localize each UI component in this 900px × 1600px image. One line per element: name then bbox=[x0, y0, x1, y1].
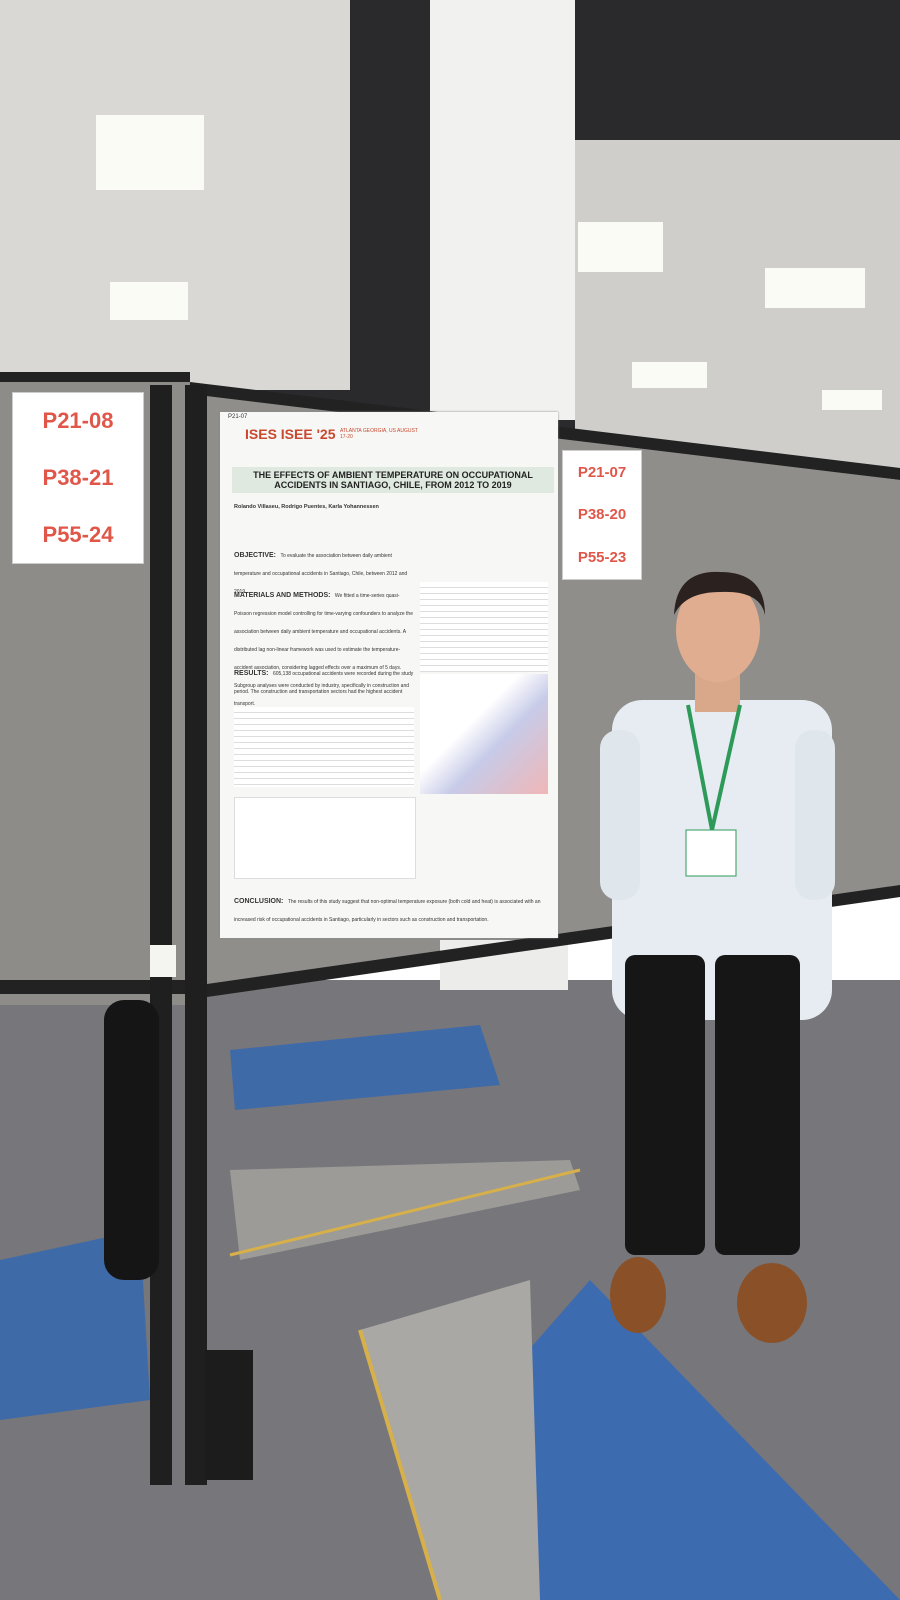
section-heading: MATERIALS AND METHODS: bbox=[234, 592, 331, 599]
ceiling-light bbox=[96, 115, 204, 190]
room-code: P55-24 bbox=[42, 521, 114, 547]
trousers bbox=[715, 955, 800, 1255]
poster-authors: Rolando Villaseu, Rodrigo Puentes, Karla… bbox=[234, 504, 379, 510]
poster-section: CONCLUSION: The results of this study su… bbox=[234, 890, 544, 926]
poster-tube bbox=[104, 1000, 159, 1280]
ceiling-light bbox=[578, 222, 663, 272]
ceiling-light bbox=[632, 362, 707, 388]
room-code: P21-07 bbox=[577, 463, 627, 481]
room-code: P55-23 bbox=[577, 549, 627, 567]
poster-section: OBJECTIVE: To evaluate the association b… bbox=[234, 544, 414, 598]
poster-id: P21-07 bbox=[228, 414, 248, 420]
section-text: The results of this study suggest that n… bbox=[234, 899, 541, 923]
sleeve bbox=[600, 730, 640, 900]
section-text: We fitted a time-series quasi-Poisson re… bbox=[234, 593, 413, 707]
ceiling-light bbox=[822, 390, 882, 410]
frame-post bbox=[185, 385, 207, 1485]
carpet-patch bbox=[360, 1280, 540, 1600]
face bbox=[676, 578, 760, 682]
section-heading: CONCLUSION: bbox=[234, 898, 284, 905]
left-sign: P21-08 P38-21 P55-24 bbox=[12, 392, 144, 564]
results-figure bbox=[234, 797, 416, 879]
room-code: P38-21 bbox=[42, 464, 114, 490]
shoe bbox=[610, 1257, 666, 1333]
room-code: P38-20 bbox=[577, 506, 627, 524]
frame bbox=[0, 372, 190, 382]
ceiling-panel bbox=[0, 0, 350, 390]
carpet-line bbox=[358, 1329, 442, 1600]
cup bbox=[150, 945, 176, 977]
poster: P21-07 ISES ISEE '25 ATLANTA GEORGIA, US… bbox=[220, 412, 558, 938]
room-code: P21-08 bbox=[42, 408, 114, 434]
carpet-stripe bbox=[500, 1280, 900, 1600]
section-text: To evaluate the association between dail… bbox=[234, 553, 408, 595]
pillar bbox=[430, 0, 575, 420]
results-table bbox=[234, 707, 414, 787]
right-sign: P21-07 P38-20 P55-23 bbox=[562, 450, 642, 580]
conference-logo: ISES ISEE '25 bbox=[245, 426, 336, 442]
poster-section: MATERIALS AND METHODS: We fitted a time-… bbox=[234, 584, 414, 710]
section-heading: OBJECTIVE: bbox=[234, 552, 277, 559]
sleeve bbox=[795, 730, 835, 900]
frame bbox=[0, 980, 195, 994]
results-table bbox=[420, 582, 548, 672]
badge bbox=[685, 829, 737, 877]
ceiling-light bbox=[110, 282, 188, 320]
results-figure bbox=[420, 674, 548, 794]
carpet-stripe bbox=[0, 1230, 150, 1420]
frame-post bbox=[150, 385, 172, 1485]
shoe bbox=[737, 1263, 807, 1343]
trousers bbox=[625, 955, 705, 1255]
ceiling-light bbox=[765, 268, 865, 308]
conference-place: ATLANTA GEORGIA, US AUGUST 17-20 bbox=[340, 428, 418, 440]
poster-title: The Effects of Ambient Temperature on Oc… bbox=[232, 467, 554, 493]
section-heading: RESULTS: bbox=[234, 670, 269, 677]
carpet-stripe bbox=[230, 1025, 500, 1110]
frame-foot bbox=[205, 1350, 253, 1480]
hair bbox=[674, 571, 765, 615]
carpet-line bbox=[229, 1168, 581, 1257]
